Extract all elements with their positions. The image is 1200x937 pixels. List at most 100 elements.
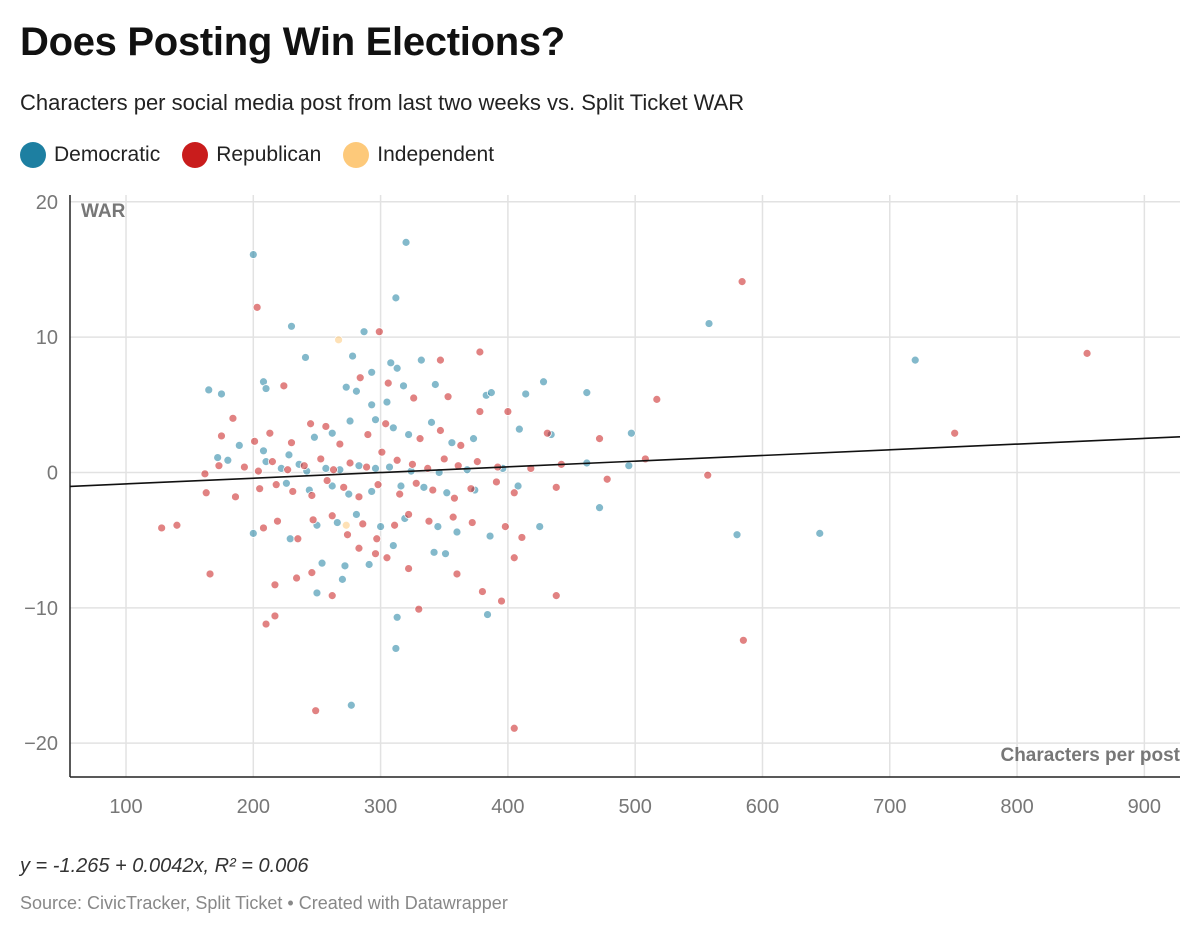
point-republican xyxy=(1082,348,1092,358)
point-democratic xyxy=(371,464,380,473)
point-republican xyxy=(392,455,402,465)
point-republican xyxy=(602,474,612,484)
point-republican xyxy=(362,462,371,472)
point-republican xyxy=(652,394,662,404)
point-democratic xyxy=(317,558,327,568)
point-republican xyxy=(354,543,364,553)
point-republican xyxy=(467,518,477,527)
point-democratic xyxy=(285,534,295,544)
point-republican xyxy=(217,431,226,441)
point-democratic xyxy=(388,423,398,433)
legend-swatch-republican xyxy=(182,142,209,168)
point-republican xyxy=(288,487,298,496)
point-democratic xyxy=(261,384,271,393)
point-republican xyxy=(436,355,445,365)
point-democratic xyxy=(399,381,408,391)
point-democratic xyxy=(281,478,291,488)
point-republican xyxy=(231,492,240,502)
point-republican xyxy=(595,434,604,444)
point-republican xyxy=(475,407,485,416)
point-republican xyxy=(390,520,399,530)
point-republican xyxy=(497,596,506,606)
x-tick-label: 800 xyxy=(1000,796,1033,818)
point-democratic xyxy=(364,560,374,569)
trend-line xyxy=(69,436,1181,488)
point-democratic xyxy=(392,612,402,622)
point-democratic xyxy=(386,358,396,368)
point-democratic xyxy=(486,388,496,398)
point-democratic xyxy=(248,250,258,259)
chart-title: Does Posting Win Elections? xyxy=(20,20,565,64)
point-republican xyxy=(321,422,331,431)
point-democratic xyxy=(433,522,443,532)
point-republican xyxy=(252,302,262,312)
chart-subtitle: Characters per social media post from la… xyxy=(20,90,745,115)
point-democratic xyxy=(469,434,478,444)
point-democratic xyxy=(452,527,462,537)
point-republican xyxy=(201,488,211,498)
point-republican xyxy=(343,530,352,540)
point-republican xyxy=(551,591,561,601)
x-tick-label: 400 xyxy=(491,796,524,818)
point-democratic xyxy=(287,321,296,331)
point-republican xyxy=(374,327,384,337)
point-republican xyxy=(450,493,459,503)
legend-label-republican: Republican xyxy=(216,143,322,166)
point-democratic xyxy=(284,450,294,460)
point-democratic xyxy=(310,432,319,442)
point-republican xyxy=(478,587,487,596)
point-democratic xyxy=(223,455,233,465)
point-republican xyxy=(267,457,277,467)
point-republican xyxy=(354,492,364,502)
regression-equation: y = -1.265 + 0.0042x, R² = 0.006 xyxy=(20,855,309,877)
x-tick-label: 300 xyxy=(364,796,397,818)
point-democratic xyxy=(352,386,361,396)
point-republican xyxy=(270,611,280,621)
point-republican xyxy=(475,347,485,357)
y-axis-title: WAR xyxy=(81,201,126,222)
point-democratic xyxy=(217,389,226,399)
point-republican xyxy=(466,484,476,494)
y-tick-label: −10 xyxy=(24,598,58,620)
point-democratic xyxy=(338,574,347,584)
point-independent xyxy=(341,520,351,530)
point-republican xyxy=(372,534,382,544)
legend: Democratic Republican Independent xyxy=(20,142,516,168)
point-republican xyxy=(472,457,482,467)
point-democratic xyxy=(626,428,636,438)
point-republican xyxy=(428,485,438,495)
point-republican xyxy=(415,434,425,444)
point-republican xyxy=(377,447,387,457)
point-republican xyxy=(738,635,748,645)
point-democratic xyxy=(248,528,258,538)
point-republican xyxy=(271,480,281,490)
point-republican xyxy=(322,476,332,485)
point-democratic xyxy=(204,385,214,395)
point-democratic xyxy=(234,440,244,450)
point-republican xyxy=(311,706,321,716)
point-democratic xyxy=(340,561,350,571)
point-democratic xyxy=(401,237,411,247)
point-democratic xyxy=(344,489,354,499)
point-republican xyxy=(214,461,224,471)
point-democratic xyxy=(341,382,351,392)
point-democratic xyxy=(367,400,377,410)
point-democratic xyxy=(462,465,472,475)
y-tick-label: 10 xyxy=(36,327,58,349)
point-republican xyxy=(345,458,355,468)
point-republican xyxy=(503,407,513,416)
point-republican xyxy=(172,520,182,530)
point-republican xyxy=(404,510,414,519)
point-republican xyxy=(703,470,713,480)
point-republican xyxy=(335,439,345,449)
point-republican xyxy=(443,392,453,402)
point-republican xyxy=(355,373,365,383)
point-democratic xyxy=(447,438,457,448)
point-democratic xyxy=(371,415,380,425)
point-republican xyxy=(408,459,417,469)
x-tick-label: 200 xyxy=(237,796,270,818)
point-republican xyxy=(383,378,393,388)
point-republican xyxy=(228,413,238,423)
point-republican xyxy=(381,419,391,429)
x-tick-label: 500 xyxy=(618,796,651,818)
